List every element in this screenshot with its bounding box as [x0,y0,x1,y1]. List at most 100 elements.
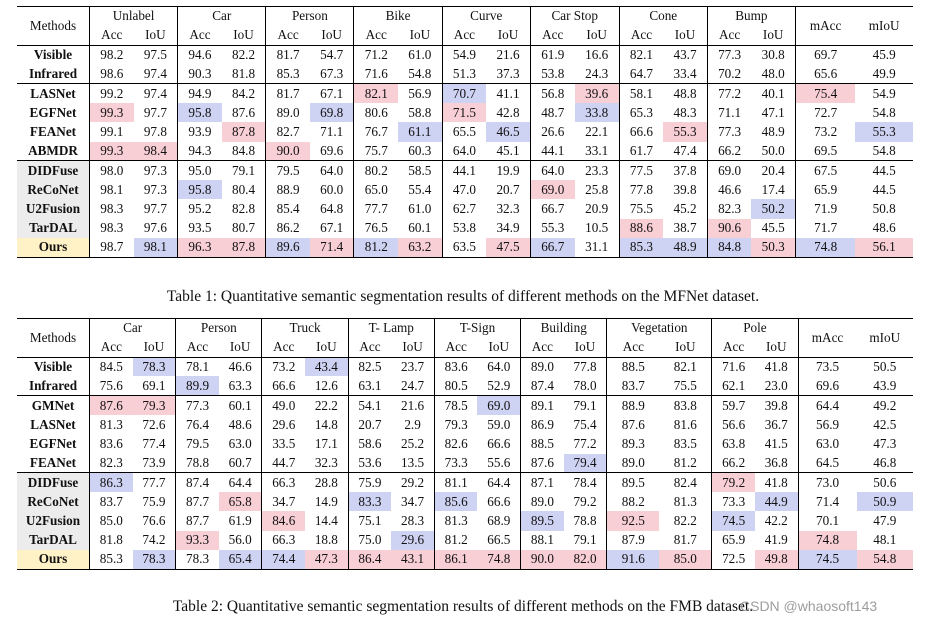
table-cell: 34.9 [496,220,520,236]
table-cell: 84.5 [88,357,133,377]
table-cell: 39.8 [754,395,799,415]
table-cell: 2.9 [404,416,421,432]
table-cell: 38.7 [673,220,697,236]
iou-subheader: IoU [391,337,435,358]
table-cell: 61.7 [618,141,664,161]
table-cell: 65.4 [218,550,262,570]
iou-subheader: IoU [477,337,521,358]
table-row: EGFNet 99.3 97.7 95.8 87.6 89.0 69.8 80.6 58.8 71… [17,102,913,123]
subheader-row: Acc IoU Acc IoU Acc IoU Acc IoU Acc IoU Acc IoU Acc I… [17,337,913,358]
macc-header: mAcc [797,318,857,358]
table-row: EGFNet 83.6 77.4 79.5 63.0 33.5 17.1 58.6 25.2 82… [17,434,913,454]
table-cell: 81.8 [88,530,133,551]
header-row: Methods Unlabel Car Person Bike Curve Car Stop… [17,5,913,46]
table-cell: 19.9 [486,160,531,181]
table-cell: 33.8 [574,102,620,123]
class-header: Unlabel [88,5,178,26]
table-cell: 99.3 [88,141,134,161]
table-cell: 45.1 [496,142,520,158]
table-cell: 95.8 [177,180,222,200]
table-cell: 77.2 [573,435,597,451]
table-row: U2Fusion 98.3 97.7 95.2 82.8 85.4 64.8 77.7 61.0… [17,199,913,219]
table-cell: 70.1 [797,511,857,531]
table-cell: 92.5 [606,511,660,531]
table-cell: 86.2 [265,218,310,239]
table-cell: 84.6 [261,511,306,531]
table-cell: 47.3 [873,435,897,451]
table-cell: 58.6 [347,434,392,454]
table-cell: 85.3 [618,238,664,258]
method-name: U2Fusion [17,199,90,219]
iou-subheader: IoU [751,25,796,46]
table-cell: 52.9 [487,377,511,393]
table-cell: 51.3 [441,64,487,84]
table-cell: 69.0 [706,160,752,181]
table-cell: 90.0 [520,550,564,570]
method-name: Infrared [28,65,78,81]
table-cell: 64.4 [477,472,521,493]
table-cell: 78.0 [573,377,597,393]
table-cell: 82.1 [673,358,697,374]
table-cell: 98.1 [88,180,134,200]
table-cell: 12.6 [314,377,338,393]
table-cell: 43.7 [673,46,697,62]
method-name: GMNet [17,395,90,415]
table-row: FEANet 82.3 73.9 78.8 60.7 44.7 32.3 53.6 13.5 73… [17,453,913,473]
table-cell: 79.1 [573,532,597,548]
table-cell: 71.5 [441,102,487,123]
table-cell: 79.5 [265,160,310,181]
table-cell: 85.6 [433,492,478,512]
table-cell: 75.4 [794,83,856,103]
table-cell: 99.1 [88,122,134,142]
table-cell: 40.1 [751,83,796,103]
table-cell: 50.5 [873,358,897,374]
table-cell: 93.5 [177,218,222,239]
table-cell: 66.3 [261,472,306,493]
table-cell: 78.3 [132,550,176,570]
acc-subheader: Acc [177,25,222,46]
table-cell: 66.5 [487,532,511,548]
table-cell: 79.4 [563,453,607,473]
table-cell: 98.0 [88,160,134,181]
method-name: Visible [33,358,73,374]
table-cell: 48.7 [529,102,575,123]
table-cell: 84.8 [231,142,256,158]
table-cell: 97.4 [133,83,178,103]
acc-subheader: Acc [441,25,487,46]
table-cell: 82.5 [347,357,392,377]
table-cell: 67.1 [309,83,354,103]
methods-header: Methods [17,6,90,46]
table-cell: 48.6 [872,220,896,236]
table-cell: 89.0 [520,357,564,377]
acc-subheader: Acc [347,337,392,358]
table-cell: 14.9 [314,493,338,509]
table-cell: 77.3 [706,122,752,142]
table-cell: 77.3 [706,45,752,65]
table-cell: 71.1 [320,123,344,139]
table-cell: 98.3 [88,199,134,219]
table-cell: 73.5 [797,357,857,377]
table-row: U2Fusion 85.0 76.6 87.7 61.9 84.6 14.4 75.1 28.3… [17,511,913,531]
table-cell: 94.3 [177,141,222,161]
table-cell: 45.2 [673,201,697,217]
table-cell: 18.8 [314,532,338,548]
table-cell: 83.7 [88,492,133,512]
watermark: CSDN @whaosoft143 [740,598,878,614]
table-cell: 87.6 [88,395,133,415]
table-cell: 56.0 [228,532,252,548]
table-cell: 64.4 [797,395,857,415]
table-cell: 33.5 [261,434,306,454]
table-cell: 72.7 [794,102,856,123]
table-cell: 97.7 [143,201,167,217]
acc-subheader: Acc [618,25,664,46]
table-cell: 65.5 [441,122,487,142]
table-cell: 88.5 [520,434,564,454]
table-cell: 86.3 [88,472,133,493]
class-header: Curve [441,5,531,26]
table-cell: 60.3 [408,142,432,158]
table-cell: 81.7 [265,45,310,65]
table-cell: 83.6 [433,357,478,377]
table-cell: 61.9 [529,45,575,65]
table-row: Ours 98.7 98.1 96.3 87.8 89.6 71.4 81.2 63.2 63.5… [17,238,913,258]
table-cell: 43.4 [305,357,349,377]
